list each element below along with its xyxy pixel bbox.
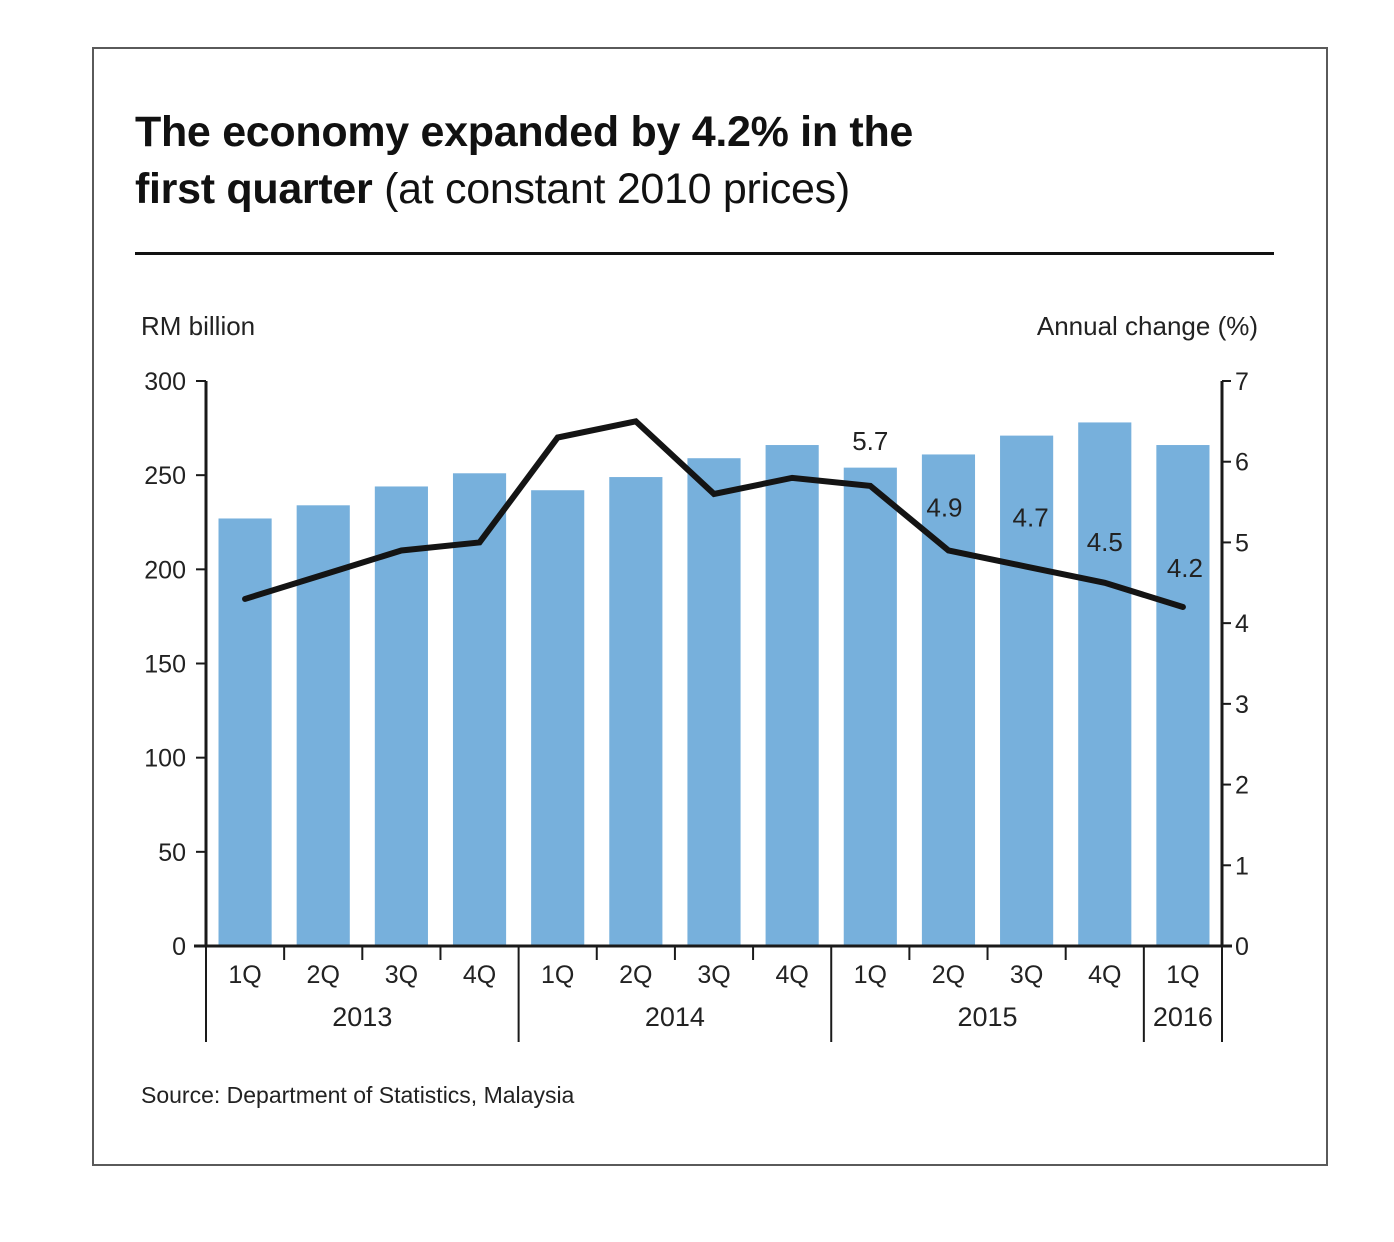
right-tick-label: 0: [1235, 933, 1249, 961]
bar: [843, 467, 897, 946]
x-tick-label: 4Q: [775, 961, 808, 989]
bar: [218, 518, 272, 946]
bar: [452, 473, 507, 946]
bar: [765, 445, 819, 946]
right-tick-label: 5: [1235, 529, 1249, 557]
bar: [687, 458, 741, 946]
bar: [1078, 422, 1132, 946]
year-label: 2016: [1153, 1002, 1213, 1032]
left-tick-label: 300: [144, 368, 186, 396]
bar: [531, 490, 585, 946]
right-tick-label: 4: [1235, 610, 1249, 638]
x-tick-label: 3Q: [385, 961, 418, 989]
left-tick-label: 0: [172, 933, 186, 961]
year-label: 2015: [957, 1002, 1017, 1032]
line-data-label: 4.2: [1167, 553, 1203, 583]
line-data-label: 4.5: [1087, 527, 1123, 557]
left-tick-label: 200: [144, 556, 186, 584]
line-data-label: 4.9: [926, 493, 962, 523]
title-line-2-bold: first quarter: [135, 165, 373, 213]
line-data-label: 5.7: [852, 426, 888, 456]
chart-title: The economy expanded by 4.2% in the firs…: [135, 104, 1235, 218]
annual-change-line: [242, 418, 1186, 610]
left-axis-title: RM billion: [141, 311, 256, 341]
title-line-1: The economy expanded by 4.2% in the: [135, 108, 914, 156]
x-tick-label: 1Q: [1166, 961, 1199, 989]
bar: [374, 486, 428, 946]
year-label: 2014: [645, 1002, 705, 1032]
bar: [1156, 445, 1210, 946]
x-tick-label: 4Q: [463, 961, 496, 989]
right-axis-title: Annual change (%): [1036, 311, 1258, 341]
right-tick-label: 6: [1235, 449, 1249, 477]
title-subtitle: (at constant 2010 prices): [384, 165, 850, 213]
x-tick-label: 4Q: [1088, 961, 1121, 989]
right-tick-label: 3: [1235, 691, 1249, 719]
source-note: Source: Department of Statistics, Malays…: [141, 1082, 575, 1108]
x-tick-label: 3Q: [697, 961, 730, 989]
x-tick-label: 1Q: [228, 961, 261, 989]
left-tick-label: 250: [144, 462, 186, 490]
chart-frame: [92, 47, 1328, 1166]
x-tick-label: 3Q: [1010, 961, 1043, 989]
left-tick-label: 100: [144, 745, 186, 773]
x-tick-label: 2Q: [619, 961, 652, 989]
x-tick-label: 2Q: [932, 961, 965, 989]
x-tick-label: 1Q: [541, 961, 574, 989]
right-tick-label: 7: [1235, 368, 1249, 396]
bar: [921, 454, 976, 946]
bar: [609, 477, 663, 946]
title-rule: [135, 252, 1274, 255]
right-tick-label: 1: [1235, 852, 1249, 880]
line-data-label: 4.7: [1013, 503, 1049, 533]
x-tick-label: 1Q: [854, 961, 887, 989]
x-tick-label: 2Q: [307, 961, 340, 989]
year-label: 2013: [332, 1002, 392, 1032]
left-tick-label: 50: [158, 839, 186, 867]
right-tick-label: 2: [1235, 772, 1249, 800]
bar: [1000, 435, 1054, 946]
left-tick-label: 150: [144, 651, 186, 679]
